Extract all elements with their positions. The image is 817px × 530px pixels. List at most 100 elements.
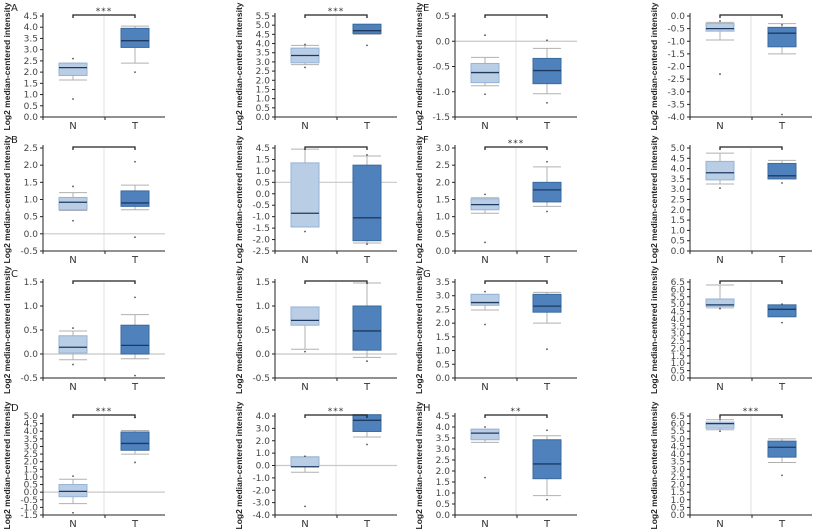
y-tick-label: 4.5 [436,412,450,422]
box-n [58,484,88,498]
y-tick-label: 6.0 [671,420,686,430]
x-category-label: T [363,519,371,530]
outlier-point [304,66,306,69]
y-tick-label: 5.0 [671,144,686,154]
y-tick-label: -4.0 [667,113,685,123]
y-tick-label: 0.5 [436,12,450,22]
outlier-point [72,363,74,366]
x-category-label: T [543,255,551,266]
outlier-point [134,71,136,74]
y-tick-label: 2.5 [436,161,450,171]
x-category-label: T [543,382,551,393]
y-tick-label: 1.5 [671,488,685,498]
y-tick-label: -2.5 [667,75,685,85]
y-tick-label: -4.0 [252,511,270,521]
outlier-point [72,98,74,100]
box-n [58,62,88,76]
x-category-label: N [69,382,76,393]
x-category-label: N [481,255,488,266]
y-tick-label: 0.5 [671,367,685,377]
box-t [532,181,562,203]
y-tick-label: 0.0 [436,374,451,384]
outlier-point [781,303,783,306]
x-category-label: T [131,255,139,266]
y-tick-label: 0.0 [256,190,271,200]
y-tick-label: 2.0 [671,481,686,491]
x-category-label: T [363,255,371,266]
y-tick-label: -1.5 [252,224,270,234]
significance-bracket [72,414,136,418]
outlier-point [546,101,548,104]
outlier-point [546,348,548,351]
significance-label: ** [511,407,522,417]
x-category-label: N [301,519,308,530]
y-tick-label: -0.5 [252,201,270,211]
y-tick-label: -1.0 [20,503,38,513]
y-tick-label: 0.5 [671,503,685,513]
y-tick-label: 1.0 [24,91,39,101]
outlier-point [781,474,783,477]
y-tick-label: 2.5 [24,57,38,67]
y-axis-label: Log2 median-centered intensity [649,401,659,529]
y-tick-label: 3.0 [24,442,39,452]
y-tick-label: 4.0 [24,427,39,437]
y-axis-label: Log2 median-centered intensity [414,401,424,529]
y-tick-label: 4.0 [671,165,686,175]
boxplot-panel: Log2 median-centered intensity 0.00.51.01… [234,2,397,132]
y-tick-label: 1.0 [671,496,686,506]
box-t [767,440,797,458]
box-n [290,456,320,468]
y-axis-label: Log2 median-centered intensity [649,135,659,263]
box-t [532,439,562,480]
box-t [767,162,797,180]
y-tick-label: 1.5 [24,178,38,188]
significance-label: *** [508,139,525,149]
outlier-point [484,93,486,96]
x-category-label: T [131,382,139,393]
outlier-point [72,511,74,514]
x-category-label: N [481,382,488,393]
y-tick-label: -0.5 [20,496,38,506]
y-tick-label: 1.0 [671,226,686,236]
y-tick-label: 1.0 [24,196,39,206]
y-tick-label: 5.0 [24,412,39,422]
boxplot-panel: Log2 median-centered intensity D -1.5-1.0-… [2,401,165,530]
boxplot-panel: Log2 median-centered intensity 0.00.51.01… [649,401,812,530]
y-tick-label: 2.0 [24,161,39,171]
significance-bracket [484,146,548,150]
y-tick-label: 3.5 [671,175,685,185]
box-t [352,305,382,351]
y-tick-label: -3.0 [667,88,685,98]
y-tick-label: 4.0 [256,40,271,50]
y-tick-label: 2.0 [24,458,39,468]
y-tick-label: 1.0 [436,213,451,223]
y-tick-label: 3.0 [436,144,451,154]
y-tick-label: 2.0 [436,319,451,329]
y-tick-label: 2.5 [671,473,685,483]
y-tick-label: 3.5 [671,322,685,332]
outlier-point [304,455,306,458]
outlier-point [484,426,486,428]
x-category-label: T [363,382,371,393]
y-tick-label: 5.5 [671,427,685,437]
significance-bracket [484,414,548,418]
y-tick-label: 3.0 [436,292,451,302]
y-tick-label: 0.5 [671,237,685,247]
panel-label: C [11,269,18,280]
box-n [470,293,500,306]
box-t [120,190,150,207]
outlier-point [72,185,74,188]
box-n [705,160,735,181]
panel-label: G [423,269,431,280]
y-axis-label: Log2 median-centered intensity [414,135,424,263]
y-tick-label: -1.0 [252,474,270,484]
outlier-point [304,350,306,353]
y-tick-label: 3.0 [436,445,451,455]
y-tick-label: 3.0 [24,46,39,56]
outlier-point [484,34,486,37]
y-tick-label: 4.0 [436,423,451,433]
panel-label: H [423,403,431,414]
y-tick-label: 1.5 [256,155,270,165]
box-t [120,27,150,48]
